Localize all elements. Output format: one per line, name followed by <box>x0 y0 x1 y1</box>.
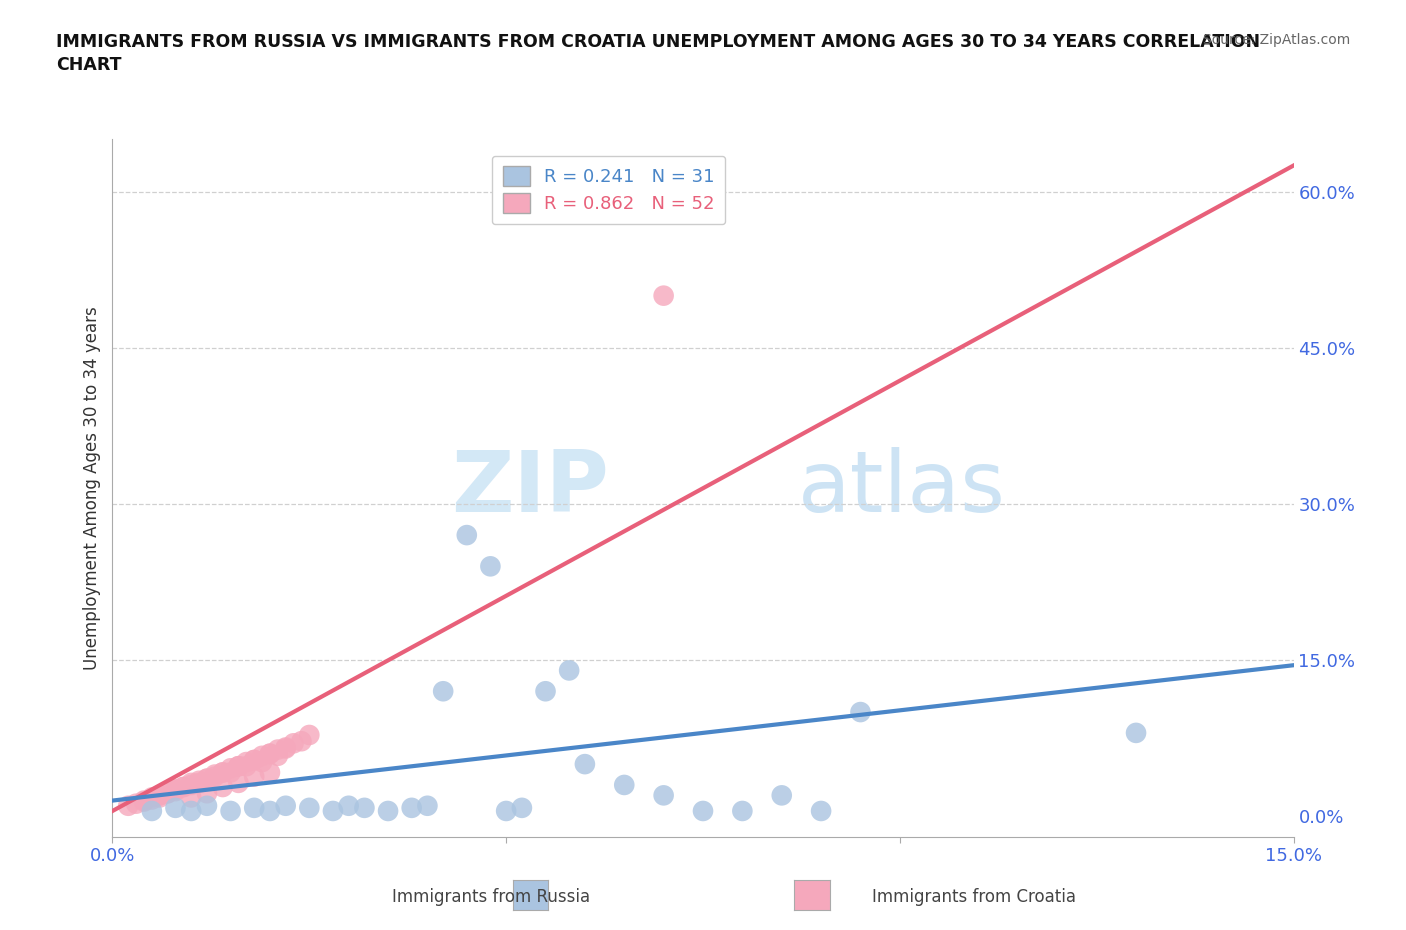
Point <box>172 779 194 794</box>
Point <box>250 754 273 769</box>
Point <box>1125 725 1147 740</box>
Point <box>267 749 290 764</box>
Point <box>274 740 297 755</box>
Point <box>259 765 281 780</box>
Point <box>180 777 202 792</box>
Point <box>416 798 439 813</box>
Point <box>250 749 273 764</box>
Point <box>456 527 478 542</box>
Point <box>195 771 218 786</box>
Point <box>180 804 202 818</box>
Point <box>401 801 423 816</box>
Point <box>141 792 163 807</box>
Point <box>337 798 360 813</box>
Point <box>165 801 187 816</box>
Text: IMMIGRANTS FROM RUSSIA VS IMMIGRANTS FROM CROATIA UNEMPLOYMENT AMONG AGES 30 TO : IMMIGRANTS FROM RUSSIA VS IMMIGRANTS FRO… <box>56 33 1260 50</box>
Point <box>228 776 250 790</box>
Point <box>259 804 281 818</box>
Point <box>479 559 502 574</box>
Point <box>243 801 266 816</box>
Y-axis label: Unemployment Among Ages 30 to 34 years: Unemployment Among Ages 30 to 34 years <box>83 306 101 671</box>
Point <box>188 774 211 789</box>
Point <box>211 765 233 780</box>
Point <box>377 804 399 818</box>
Point <box>180 790 202 804</box>
Point <box>283 736 305 751</box>
Point <box>810 804 832 818</box>
Point <box>195 798 218 813</box>
Point <box>132 793 155 808</box>
Point <box>228 759 250 774</box>
Point <box>156 786 179 801</box>
Point <box>165 784 187 799</box>
Point <box>204 769 226 784</box>
Point <box>219 761 242 776</box>
Point <box>259 746 281 761</box>
Text: CHART: CHART <box>56 56 122 73</box>
Point <box>125 796 148 811</box>
Text: atlas: atlas <box>797 446 1005 530</box>
Point <box>165 783 187 798</box>
Point <box>259 746 281 761</box>
Point <box>243 752 266 767</box>
Point <box>188 776 211 790</box>
Point <box>180 776 202 790</box>
Point <box>141 790 163 804</box>
Point <box>156 786 179 801</box>
Point <box>235 754 257 769</box>
Point <box>235 759 257 774</box>
Point <box>692 804 714 818</box>
Point <box>298 801 321 816</box>
Point <box>574 757 596 772</box>
Point <box>353 801 375 816</box>
Point <box>195 786 218 801</box>
Point <box>149 788 172 803</box>
Point <box>243 752 266 767</box>
Point <box>228 759 250 774</box>
Point <box>495 804 517 818</box>
Point <box>534 684 557 698</box>
Point <box>132 794 155 809</box>
Point <box>274 798 297 813</box>
Point <box>211 765 233 780</box>
Point <box>117 798 139 813</box>
Point <box>731 804 754 818</box>
Point <box>267 742 290 757</box>
Point <box>149 788 172 803</box>
Point <box>652 288 675 303</box>
Point <box>770 788 793 803</box>
Point <box>849 705 872 720</box>
Point <box>149 790 172 804</box>
Text: Immigrants from Russia: Immigrants from Russia <box>392 888 591 907</box>
Point <box>204 767 226 782</box>
Text: Immigrants from Croatia: Immigrants from Croatia <box>872 888 1076 907</box>
Point <box>652 788 675 803</box>
Point <box>219 765 242 780</box>
Point <box>558 663 581 678</box>
Legend: R = 0.241   N = 31, R = 0.862   N = 52: R = 0.241 N = 31, R = 0.862 N = 52 <box>492 155 725 224</box>
Point <box>290 734 312 749</box>
Text: ZIP: ZIP <box>451 446 609 530</box>
Point <box>274 741 297 756</box>
Point <box>298 727 321 742</box>
Point <box>195 771 218 786</box>
Point <box>172 779 194 794</box>
Point <box>141 804 163 818</box>
Point <box>510 801 533 816</box>
Point <box>432 684 454 698</box>
Text: Source: ZipAtlas.com: Source: ZipAtlas.com <box>1202 33 1350 46</box>
Point <box>322 804 344 818</box>
Point <box>613 777 636 792</box>
Point <box>165 782 187 797</box>
Point <box>211 779 233 794</box>
Point <box>219 804 242 818</box>
Point <box>243 769 266 784</box>
